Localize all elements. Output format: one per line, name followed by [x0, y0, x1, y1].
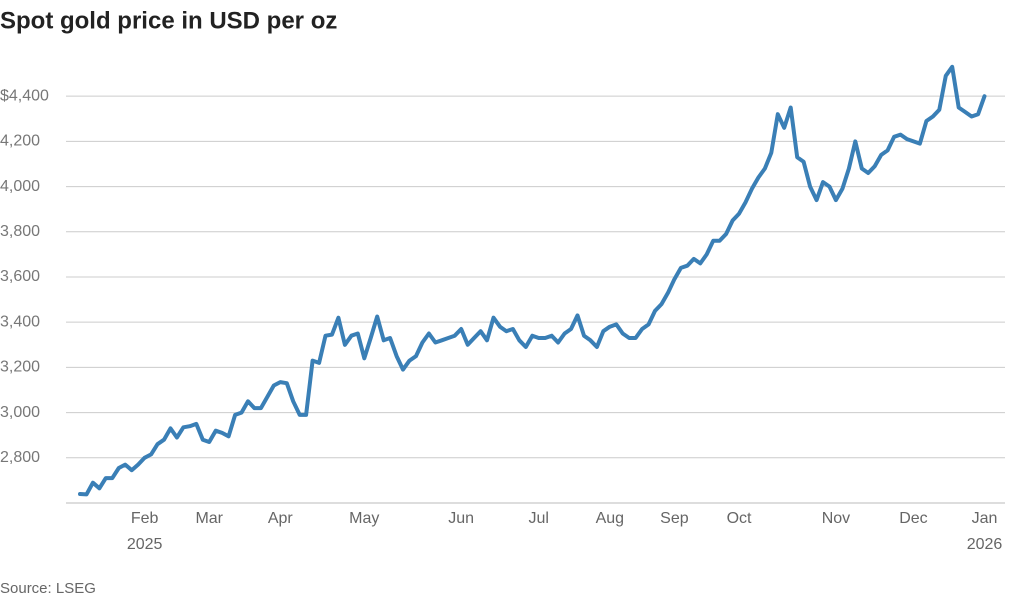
y-tick-label: 4,200	[0, 133, 40, 150]
y-tick-label: $4,400	[0, 87, 49, 104]
x-tick-label: Jun	[448, 510, 475, 527]
x-tick-label: Feb 2025	[126, 510, 163, 553]
chart-title: Spot gold price in USD per oz	[0, 7, 337, 34]
x-tick-label: May	[349, 510, 380, 527]
x-tick-label: Sep	[660, 510, 689, 527]
y-tick-label: 3,600	[0, 268, 40, 285]
y-tick-label: 3,400	[0, 313, 40, 330]
x-tick-label: Mar	[195, 510, 223, 527]
y-tick-label: 2,800	[0, 449, 40, 466]
source: Source: LSEG	[0, 580, 96, 597]
y-tick-label: 3,800	[0, 223, 40, 240]
x-tick-label: Nov	[821, 510, 851, 527]
y-tick-label: 3,200	[0, 359, 40, 376]
x-tick-label: Oct	[726, 510, 752, 527]
y-tick-label: 4,000	[0, 178, 40, 195]
x-tick-label: Jan 2026	[966, 510, 1003, 553]
x-tick-label: Apr	[267, 510, 293, 527]
x-tick-label: Dec	[899, 510, 928, 527]
x-tick-label: Jul	[528, 510, 549, 527]
y-tick-label: 3,000	[0, 404, 40, 421]
line	[78, 64, 987, 497]
x-tick-label: Aug	[595, 510, 625, 527]
